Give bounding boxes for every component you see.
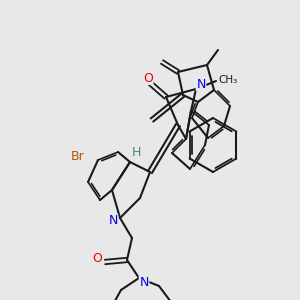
Text: N: N	[139, 275, 149, 289]
Text: N: N	[108, 214, 118, 227]
Text: O: O	[92, 251, 102, 265]
Text: Br: Br	[71, 149, 85, 163]
Text: O: O	[143, 71, 153, 85]
Text: CH₃: CH₃	[218, 75, 238, 85]
Text: H: H	[131, 146, 141, 158]
Text: N: N	[196, 77, 206, 91]
